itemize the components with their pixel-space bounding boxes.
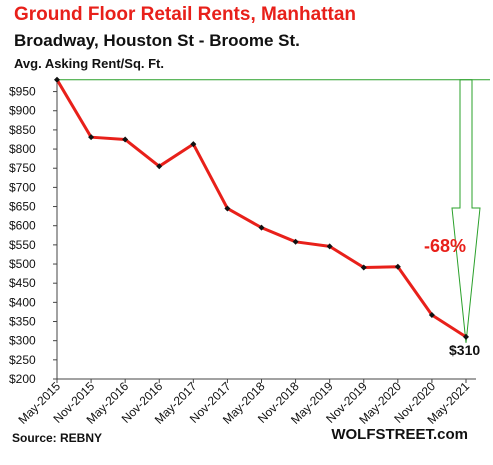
y-tick-label: $800	[9, 142, 36, 156]
y-tick-label: $200	[9, 372, 36, 386]
y-tick-label: $600	[9, 219, 36, 233]
y-tick-label: $250	[9, 353, 36, 367]
source-note: Source: REBNY	[12, 431, 103, 445]
y-tick-label: $850	[9, 123, 36, 137]
brand-logo-text: WOLFSTREET.com	[331, 426, 468, 443]
data-point	[88, 134, 95, 141]
y-tick-label: $750	[9, 161, 36, 175]
chart-title: Ground Floor Retail Rents, Manhattan	[14, 4, 357, 25]
data-point	[122, 136, 129, 143]
data-point	[394, 263, 401, 270]
y-tick-label: $300	[9, 334, 36, 348]
data-point	[156, 163, 163, 170]
data-point	[54, 76, 60, 83]
data-point	[428, 312, 435, 319]
change-annotation: -68%	[424, 236, 466, 256]
y-tick-label: $700	[9, 180, 36, 194]
last-value-label: $310	[449, 342, 480, 358]
y-tick-label: $400	[9, 295, 36, 309]
y-tick-label: $900	[9, 104, 36, 118]
chart-subtitle: Broadway, Houston St - Broome St.	[14, 31, 300, 50]
y-tick-label: $350	[9, 315, 36, 329]
data-point	[463, 333, 469, 340]
y-tick-label: $500	[9, 257, 36, 271]
data-point	[292, 238, 299, 245]
y-tick-label: $950	[9, 85, 36, 99]
y-tick-label: $550	[9, 238, 36, 252]
data-point	[190, 141, 197, 148]
data-point	[258, 224, 265, 231]
y-tick-label: $650	[9, 200, 36, 214]
y-tick-label: $450	[9, 276, 36, 290]
decline-arrow	[451, 79, 481, 343]
series-line	[55, 78, 467, 339]
data-point	[326, 243, 333, 250]
data-point	[360, 264, 367, 271]
y-axis-label: Avg. Asking Rent/Sq. Ft.	[14, 56, 164, 71]
data-point	[224, 205, 231, 212]
